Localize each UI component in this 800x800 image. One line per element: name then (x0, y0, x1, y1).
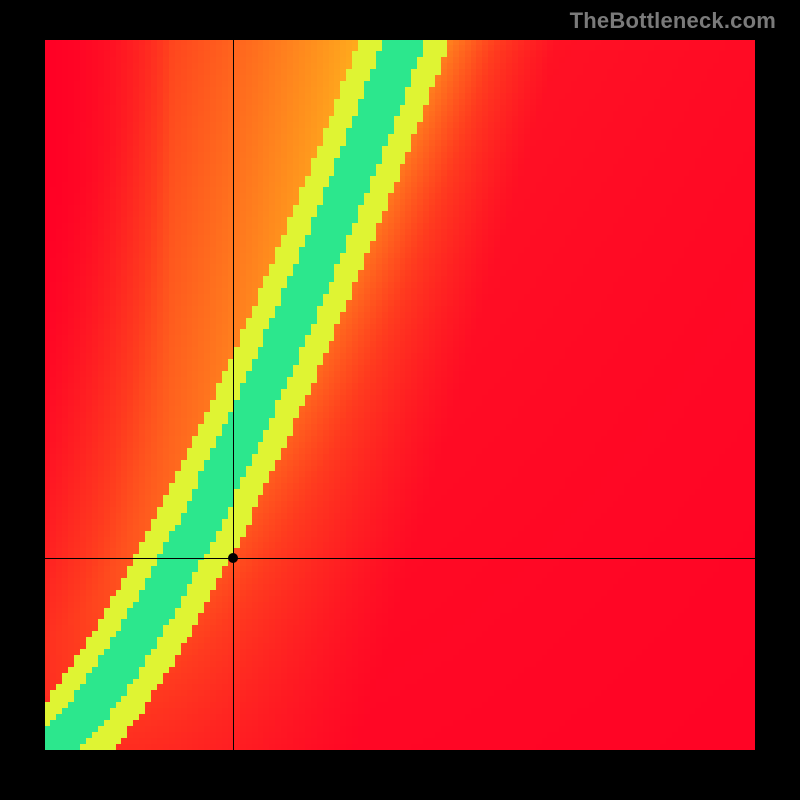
figure-root: TheBottleneck.com (0, 0, 800, 800)
heatmap-plot (45, 40, 755, 750)
heatmap-canvas (45, 40, 755, 750)
selection-marker (228, 553, 238, 563)
crosshair-horizontal (45, 558, 755, 559)
watermark-text: TheBottleneck.com (570, 8, 776, 34)
crosshair-vertical (233, 40, 234, 750)
